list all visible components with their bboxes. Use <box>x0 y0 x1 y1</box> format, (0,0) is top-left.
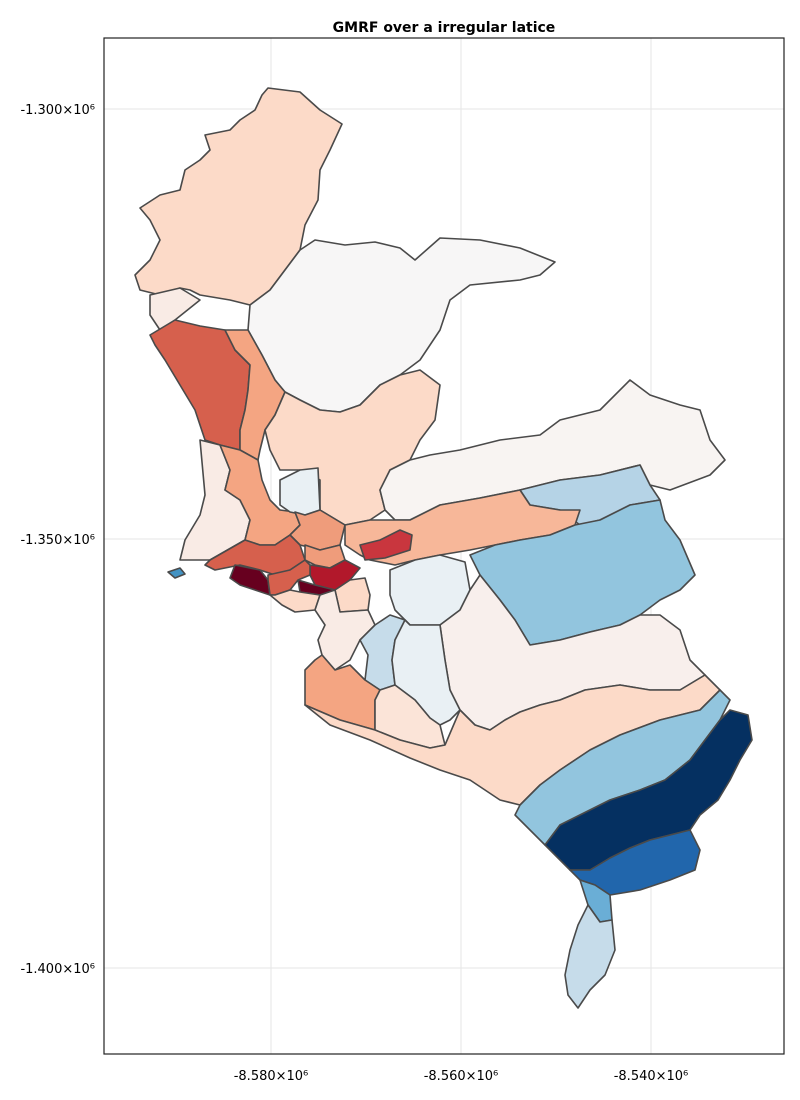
x-tick-label: -8.540×10⁶ <box>614 1069 689 1084</box>
y-axis: -1.300×10⁶ -1.350×10⁶ -1.400×10⁶ <box>20 103 95 977</box>
region-north <box>134 87 343 306</box>
plot-frame <box>103 37 785 1055</box>
region-red-center <box>359 529 413 561</box>
x-tick-label: -8.580×10⁶ <box>234 1069 309 1084</box>
region-mid-west-1 <box>224 329 286 461</box>
x-axis: -8.580×10⁶ -8.560×10⁶ -8.540×10⁶ <box>234 1069 689 1084</box>
map-regions <box>134 87 753 1009</box>
y-tick-label: -1.300×10⁶ <box>20 103 95 118</box>
x-tick-label: -8.560×10⁶ <box>424 1069 499 1084</box>
region-south-tip <box>564 904 616 1009</box>
region-darkred-1 <box>229 564 271 596</box>
y-tick-label: -1.400×10⁶ <box>20 962 95 977</box>
plot-title: GMRF over a irregular latice <box>333 20 556 36</box>
region-south-pale <box>314 589 376 671</box>
region-red-3 <box>267 559 311 596</box>
region-small-blue <box>279 467 321 516</box>
region-south-lobe <box>304 674 721 806</box>
region-island <box>167 567 186 579</box>
y-tick-label: -1.350×10⁶ <box>20 533 95 548</box>
